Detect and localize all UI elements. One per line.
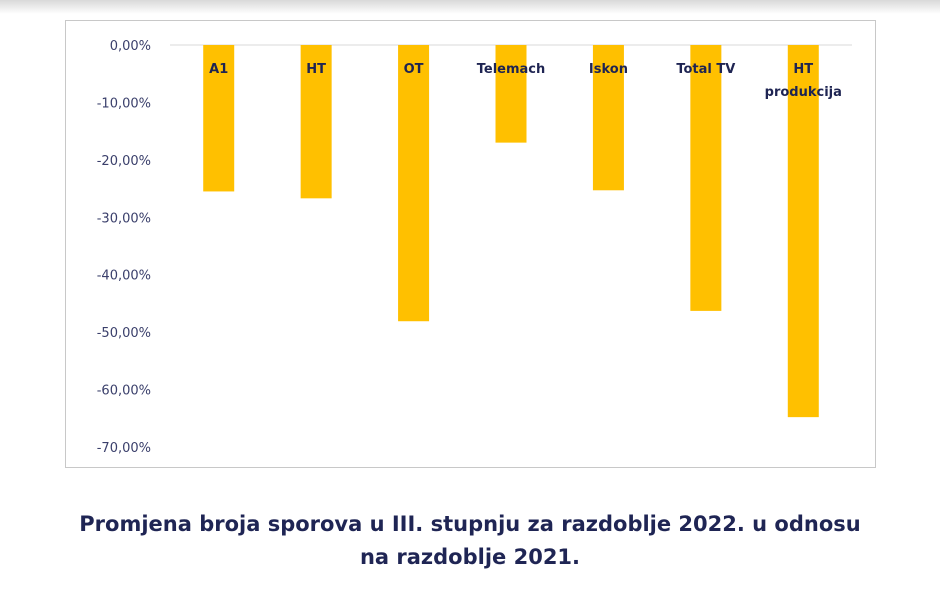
- caption-line-2: na razdoblje 2021.: [359, 545, 581, 569]
- bar-3: [495, 45, 527, 143]
- y-tick-label-6: -60,00%: [97, 384, 151, 399]
- chart-frame: [65, 20, 876, 468]
- top-shadow: [0, 0, 940, 14]
- bar-5: [690, 45, 722, 311]
- category-label-3: Telemach: [477, 62, 546, 77]
- chart-caption: Promjena broja sporova u III. stupnju za…: [40, 508, 900, 574]
- y-tick-label-7: -70,00%: [97, 441, 151, 456]
- y-tick-label-1: -10,00%: [97, 96, 151, 111]
- category-label-2: OT: [404, 62, 424, 77]
- bar-1: [300, 45, 332, 199]
- y-tick-label-4: -40,00%: [97, 269, 151, 284]
- y-tick-label-5: -50,00%: [97, 326, 151, 341]
- category-label-1: HT: [306, 62, 326, 77]
- bar-4: [592, 45, 624, 191]
- category-label-0: A1: [209, 62, 228, 77]
- bar-2: [398, 45, 430, 322]
- y-tick-label-0: 0,00%: [110, 39, 151, 54]
- category-label-6-line-1: produkcija: [765, 85, 842, 100]
- bar-0: [203, 45, 235, 192]
- y-tick-label-2: -20,00%: [97, 154, 151, 169]
- category-label-6-line-0: HT: [793, 62, 813, 77]
- category-label-4: Iskon: [589, 62, 628, 77]
- category-label-5: Total TV: [676, 62, 735, 77]
- caption-line-1: Promjena broja sporova u III. stupnju za…: [79, 512, 861, 536]
- y-tick-label-3: -30,00%: [97, 211, 151, 226]
- bar-6: [787, 45, 819, 418]
